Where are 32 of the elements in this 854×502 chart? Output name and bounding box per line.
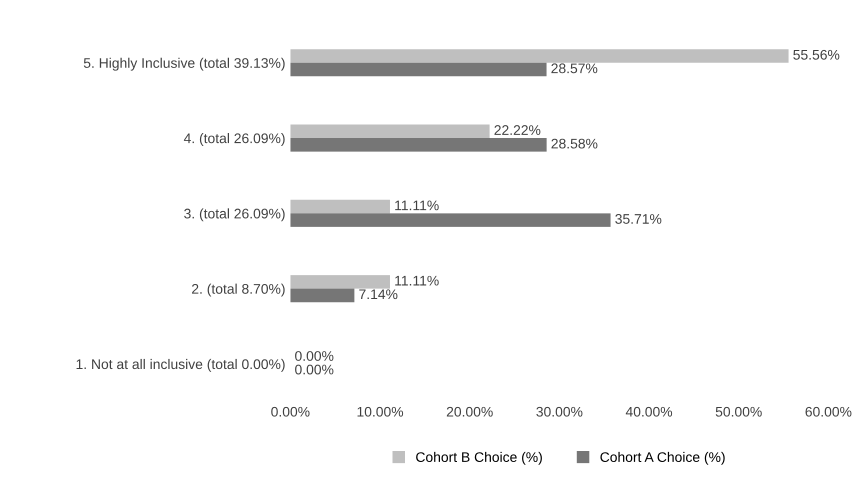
data-label: 0.00% — [295, 351, 334, 361]
bar — [290, 200, 390, 214]
bar — [290, 138, 547, 152]
bar — [290, 49, 789, 63]
x-tick-label: 50.00% — [716, 406, 762, 417]
data-label: 28.58% — [552, 138, 598, 149]
data-label: 0.00% — [295, 364, 334, 374]
bar — [290, 288, 354, 302]
y-tick-label: 4. (total 26.09%) — [184, 133, 285, 146]
bar — [290, 213, 611, 227]
bar — [290, 124, 490, 138]
data-label: 22.22% — [494, 125, 540, 135]
x-tick-label: 40.00% — [626, 406, 672, 417]
legend-label: Cohort A Choice (%) — [600, 452, 725, 465]
data-label: 35.71% — [615, 214, 662, 224]
data-label: 7.14% — [359, 289, 398, 300]
y-tick-label: 5. Highly Inclusive (total 39.13%) — [84, 58, 285, 71]
x-tick-label: 30.00% — [536, 406, 582, 417]
x-tick-label: 60.00% — [806, 406, 852, 417]
y-tick-label: 3. (total 26.09%) — [184, 208, 285, 222]
legend-label: Cohort B Choice (%) — [416, 452, 542, 465]
y-tick-label: 1. Not at all inclusive (total 0.00%) — [76, 358, 285, 372]
data-label: 55.56% — [793, 50, 840, 60]
x-tick-label: 20.00% — [446, 406, 493, 417]
bar — [290, 275, 390, 289]
data-label: 11.11% — [395, 276, 439, 286]
bar — [290, 62, 547, 76]
data-label: 11.11% — [395, 200, 439, 210]
y-tick-label: 2. (total 8.70%) — [192, 284, 285, 297]
x-tick-label: 10.00% — [358, 406, 404, 417]
x-tick-label: 0.00% — [271, 406, 310, 417]
data-label: 28.57% — [551, 63, 598, 74]
